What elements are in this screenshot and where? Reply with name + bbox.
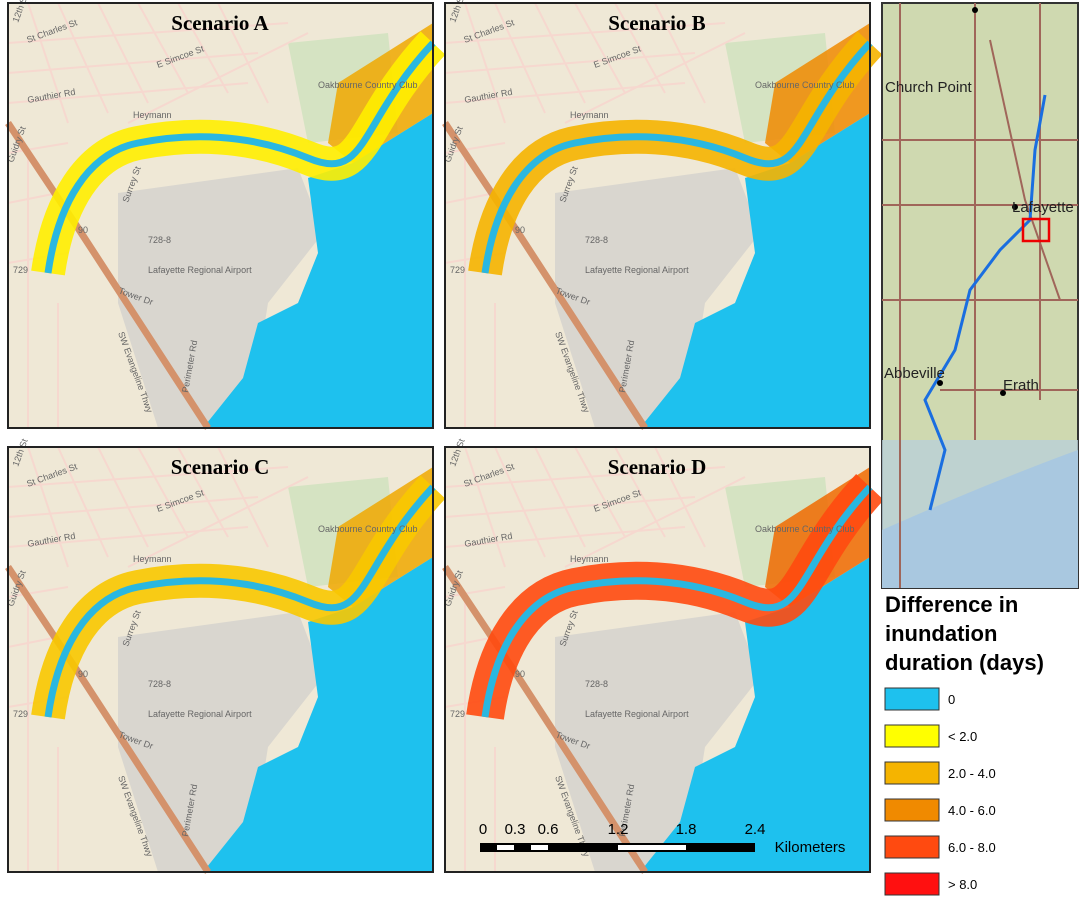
panel-title: Scenario C [171, 455, 270, 479]
map-label: 90 [515, 669, 525, 679]
map-label: Heymann [570, 554, 609, 564]
panel-frame [444, 2, 871, 429]
legend-label: 2.0 - 4.0 [948, 766, 996, 781]
legend-label: 6.0 - 8.0 [948, 840, 996, 855]
inset-map [881, 2, 1079, 589]
legend-label: 0 [948, 692, 955, 707]
map-label: Heymann [133, 110, 172, 120]
map-label: 90 [515, 225, 525, 235]
legend-label: 4.0 - 6.0 [948, 803, 996, 818]
legend-title: duration (days) [885, 650, 1044, 675]
map-label: 729 [450, 265, 465, 275]
inset-label: Erath [1003, 377, 1039, 394]
legend-label: > 8.0 [948, 877, 977, 892]
map-label: 90 [78, 225, 88, 235]
map-label: Lafayette Regional Airport [148, 709, 252, 719]
legend-title: inundation [885, 621, 997, 646]
map-label: Oakbourne Country Club [755, 80, 855, 90]
scale-tick-label: 2.4 [745, 821, 766, 838]
scale-tick-label: 1.8 [676, 821, 697, 838]
map-label: 90 [78, 669, 88, 679]
map-label: 729 [450, 709, 465, 719]
map-label: 728-8 [148, 679, 171, 689]
panel-frame [444, 446, 871, 873]
legend-swatch [884, 687, 940, 711]
map-label: Heymann [570, 110, 609, 120]
map-label: 728-8 [585, 235, 608, 245]
inset-label: Lafayette [1012, 199, 1074, 216]
map-label: Oakbourne Country Club [755, 524, 855, 534]
legend-swatch [884, 724, 940, 748]
scale-bar [480, 843, 755, 852]
legend-swatch [884, 872, 940, 896]
legend-swatch [884, 798, 940, 822]
map-label: 729 [13, 709, 28, 719]
panel-frame [7, 2, 434, 429]
legend-title: Difference in [885, 592, 1018, 617]
scale-tick-label: 0 [479, 821, 487, 838]
map-label: Heymann [133, 554, 172, 564]
map-label: Oakbourne Country Club [318, 524, 418, 534]
map-label: 728-8 [585, 679, 608, 689]
panel-title: Scenario A [171, 11, 269, 35]
scale-tick-label: 0.6 [538, 821, 559, 838]
panel-frame [7, 446, 434, 873]
map-label: Lafayette Regional Airport [585, 265, 689, 275]
map-label: 729 [13, 265, 28, 275]
legend-swatch [884, 761, 940, 785]
inset-label: Church Point [885, 79, 973, 96]
map-label: 728-8 [148, 235, 171, 245]
scale-tick-label: 1.2 [608, 821, 629, 838]
scale-unit: Kilometers [775, 839, 846, 856]
scale-tick-label: 0.3 [505, 821, 526, 838]
map-label: Lafayette Regional Airport [148, 265, 252, 275]
map-label: Lafayette Regional Airport [585, 709, 689, 719]
legend-swatch [884, 835, 940, 859]
inset-label: Abbeville [884, 365, 945, 382]
panel-title: Scenario B [608, 11, 705, 35]
legend-label: < 2.0 [948, 729, 977, 744]
map-label: Oakbourne Country Club [318, 80, 418, 90]
panel-title: Scenario D [608, 455, 707, 479]
